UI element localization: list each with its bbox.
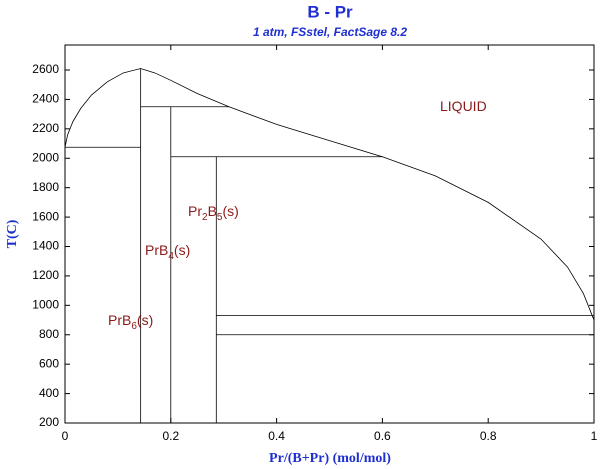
x-tick-label: 0.6 <box>374 429 391 443</box>
chart-title: B - Pr <box>307 2 353 21</box>
label-part: B <box>208 203 217 219</box>
y-axis-label: T(C) <box>5 219 20 248</box>
y-tick-label: 2000 <box>32 150 59 164</box>
label-part: (s) <box>222 203 238 219</box>
y-tick-label: 1800 <box>32 180 59 194</box>
phase-label: PrB6(s) <box>108 312 153 332</box>
x-tick-label: 0 <box>62 429 69 443</box>
y-tick-label: 2600 <box>32 62 59 76</box>
y-tick-label: 800 <box>39 327 59 341</box>
x-tick-label: 0.4 <box>268 429 285 443</box>
y-tick-label: 2200 <box>32 121 59 135</box>
label-part: 2 <box>202 212 208 223</box>
y-tick-label: 2400 <box>32 92 59 106</box>
label-part: 6 <box>131 321 137 332</box>
label-part: 5 <box>217 212 223 223</box>
label-part: (s) <box>174 242 190 258</box>
label-part: 4 <box>168 251 174 262</box>
label-part: Pr <box>188 203 202 219</box>
label-part: LIQUID <box>440 98 487 114</box>
y-tick-label: 1400 <box>32 239 59 253</box>
x-tick-label: 1 <box>591 429 598 443</box>
y-tick-label: 400 <box>39 386 59 400</box>
phase-boundary <box>64 68 595 321</box>
x-tick-label: 0.8 <box>480 429 497 443</box>
y-tick-label: 1600 <box>32 209 59 223</box>
y-tick-label: 200 <box>39 415 59 429</box>
label-part: (s) <box>137 312 153 328</box>
liquid-label: LIQUID <box>440 98 487 114</box>
phase-label: PrB4(s) <box>145 242 190 262</box>
chart-subtitle: 1 atm, FSstel, FactSage 8.2 <box>253 25 407 39</box>
x-tick-label: 0.2 <box>162 429 179 443</box>
label-part: PrB <box>108 312 131 328</box>
y-tick-label: 1200 <box>32 268 59 282</box>
x-axis-label: Pr/(B+Pr) (mol/mol) <box>269 451 391 466</box>
y-tick-label: 600 <box>39 356 59 370</box>
plot-frame <box>64 44 595 424</box>
label-part: PrB <box>145 242 168 258</box>
y-tick-label: 1000 <box>32 298 59 312</box>
phase-label: Pr2B5(s) <box>188 203 239 223</box>
